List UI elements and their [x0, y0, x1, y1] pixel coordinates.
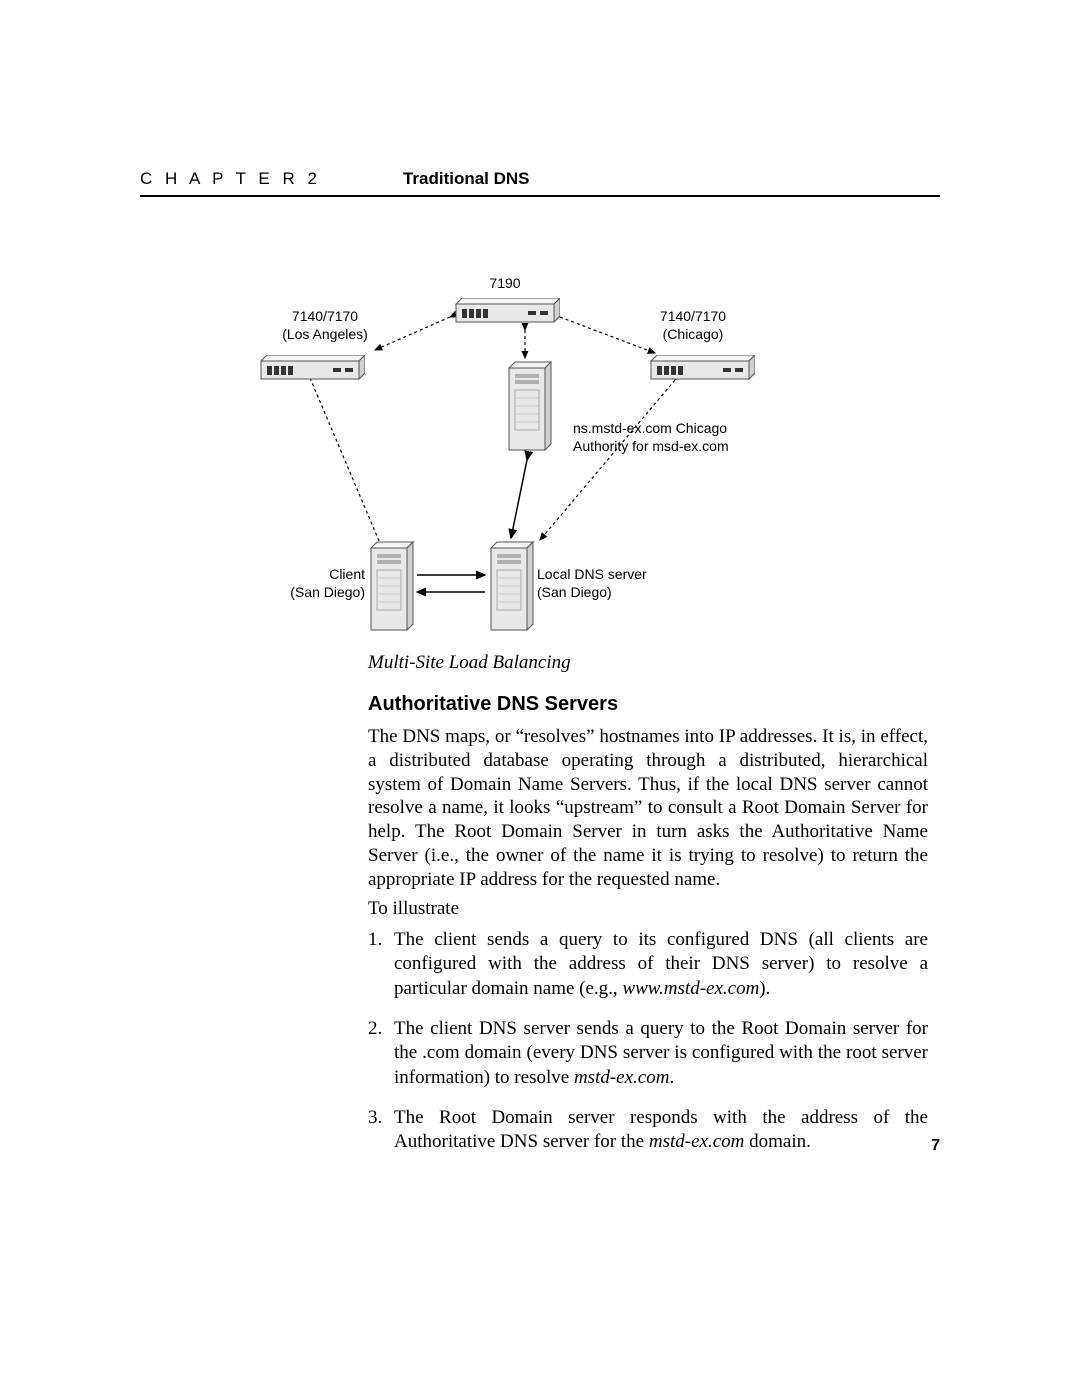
list-item: 2. The client DNS server sends a query t… — [368, 1017, 928, 1090]
network-diagram: 7190 7140/7170 (Los Angeles) — [255, 260, 815, 650]
rack-device-chicago — [645, 355, 755, 379]
chapter-label: C H A P T E R 2 — [140, 169, 321, 188]
label-la-line2: (Los Angeles) — [282, 326, 368, 342]
page: C H A P T E R 2 Traditional DNS — [0, 0, 1080, 1397]
label-ns-line1: ns.mstd-ex.com Chicago — [573, 420, 727, 436]
list-text-2: The client DNS server sends a query to t… — [394, 1017, 928, 1090]
server-tower-ns — [505, 360, 555, 450]
numbered-list: 1. The client sends a query to its confi… — [368, 928, 928, 1171]
page-number: 7 — [931, 1137, 940, 1155]
client-tower — [367, 540, 417, 630]
list-number: 2. — [368, 1017, 394, 1090]
section-heading: Authoritative DNS Servers — [368, 693, 618, 716]
label-la-line1: 7140/7170 — [292, 308, 358, 324]
label-local-line1: Local DNS server — [537, 566, 647, 582]
li3-post: domain. — [744, 1131, 811, 1152]
label-chicago-line1: 7140/7170 — [660, 308, 726, 324]
list-number: 1. — [368, 928, 394, 1001]
label-ns-line2: Authority for msd-ex.com — [573, 438, 729, 454]
chapter-title: Traditional DNS — [403, 169, 530, 188]
label-local-line2: (San Diego) — [537, 584, 612, 600]
label-chicago-line2: (Chicago) — [663, 326, 724, 342]
label-client-line2: (San Diego) — [290, 584, 365, 600]
label-client-line1: Client — [329, 566, 365, 582]
figure-caption: Multi-Site Load Balancing — [368, 652, 940, 674]
label-7190: 7190 — [475, 275, 535, 293]
list-text-3: The Root Domain server responds with the… — [394, 1106, 928, 1155]
paragraph-2-lead: To illustrate — [368, 897, 928, 921]
li1-em: www.mstd-ex.com — [622, 978, 759, 999]
label-local-dns: Local DNS server (San Diego) — [537, 566, 677, 601]
li1-post: ). — [759, 978, 770, 999]
rack-device-la — [255, 355, 365, 379]
label-la: 7140/7170 (Los Angeles) — [275, 308, 375, 343]
list-item: 1. The client sends a query to its confi… — [368, 928, 928, 1001]
local-dns-tower — [487, 540, 537, 630]
label-ns: ns.mstd-ex.com Chicago Authority for msd… — [573, 420, 763, 455]
list-number: 3. — [368, 1106, 394, 1155]
paragraph-1: The DNS maps, or “resolves” hostnames in… — [368, 725, 928, 891]
label-client: Client (San Diego) — [275, 566, 365, 601]
page-header: C H A P T E R 2 Traditional DNS — [140, 169, 940, 197]
li2-post: . — [669, 1067, 674, 1088]
li3-em: mstd-ex.com — [649, 1131, 745, 1152]
list-item: 3. The Root Domain server responds with … — [368, 1106, 928, 1155]
li2-em: mstd-ex.com — [574, 1067, 670, 1088]
rack-device-7190 — [450, 298, 560, 322]
label-chicago: 7140/7170 (Chicago) — [643, 308, 743, 343]
list-text-1: The client sends a query to its configur… — [394, 928, 928, 1001]
